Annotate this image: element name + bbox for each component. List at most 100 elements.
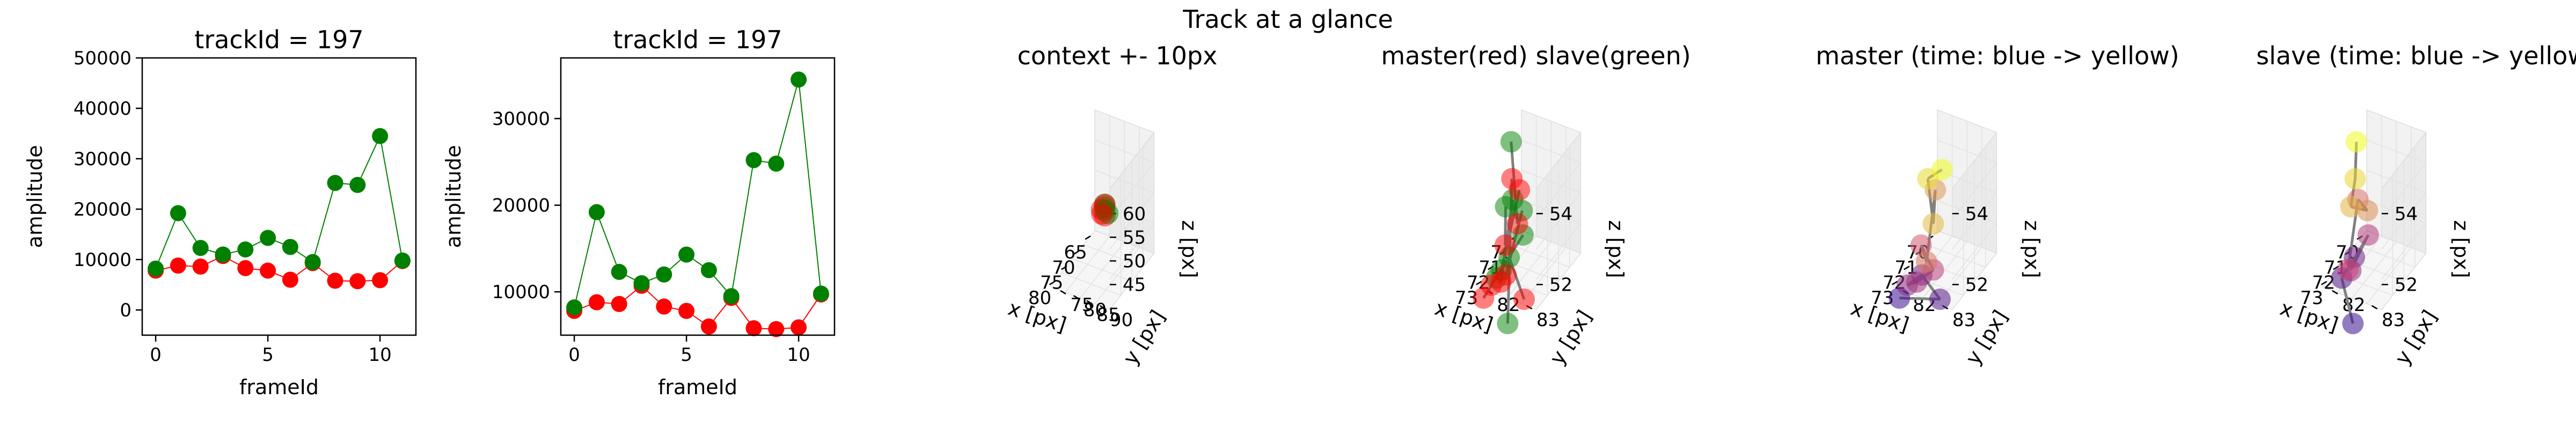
data-point xyxy=(170,205,186,221)
context-point xyxy=(1091,203,1113,225)
data-point xyxy=(282,239,298,255)
y-tick-label: 10000 xyxy=(492,282,550,303)
master-point xyxy=(1509,179,1531,201)
master-point xyxy=(1513,289,1535,310)
y-tick-mark xyxy=(1099,305,1106,310)
z-tick-label: 52 xyxy=(2395,275,2418,296)
y-axis-label: amplitude xyxy=(23,145,47,248)
z-tick-label: 55 xyxy=(1123,227,1146,248)
time-point xyxy=(2345,131,2367,153)
series-line xyxy=(574,79,822,308)
data-point xyxy=(768,321,785,337)
x-tick-mark xyxy=(1085,235,1091,240)
grid-line xyxy=(2352,121,2397,299)
time-point xyxy=(1910,234,1932,256)
y-tick-label: 30000 xyxy=(74,149,131,170)
chart-title: master (time: blue -> yellow) xyxy=(1816,41,2179,70)
y-tick-label: 85 xyxy=(1096,305,1119,326)
data-point xyxy=(768,156,785,172)
data-point xyxy=(611,264,627,280)
master-point xyxy=(1495,264,1517,286)
time-point xyxy=(2342,313,2364,335)
x-tick-mark xyxy=(1073,250,1079,255)
chart-title: trackId = 197 xyxy=(613,25,782,54)
z-axis-label: z [px] xyxy=(2449,220,2473,278)
grid-line xyxy=(1937,127,1982,304)
grid-line xyxy=(1094,139,1155,219)
y-tick-label: 50000 xyxy=(74,48,131,69)
data-point xyxy=(372,272,389,289)
z-tick-label: 54 xyxy=(2395,203,2418,225)
y-tick-mark xyxy=(2332,290,2338,295)
x-tick-label: 73 xyxy=(2300,287,2323,309)
data-point xyxy=(237,260,254,276)
z-tick-label: 50 xyxy=(1123,251,1146,272)
time-point xyxy=(1906,271,1928,293)
x-tick-label: 10 xyxy=(368,344,391,366)
time-point xyxy=(2357,199,2379,221)
data-point xyxy=(394,252,411,269)
data-point xyxy=(282,271,298,288)
data-point xyxy=(656,298,672,315)
time-point xyxy=(2344,168,2366,190)
chart-title: context +- 10px xyxy=(1018,41,1218,70)
grid-line xyxy=(1084,146,1144,268)
data-point xyxy=(327,175,343,191)
x-tick-mark xyxy=(1061,265,1067,270)
data-point xyxy=(372,128,389,144)
master-point xyxy=(1494,234,1516,256)
time-point xyxy=(1915,251,1937,273)
grid-line xyxy=(2344,160,2404,282)
z-tick-label: 54 xyxy=(1965,203,1988,225)
chart-2: trackId = 197 0 5 10 10000 20000 30000 frameId a… xyxy=(442,25,836,399)
y-tick-label: 40000 xyxy=(74,98,131,120)
grid-line xyxy=(1506,121,1552,299)
data-point xyxy=(745,152,762,168)
y-tick-mark xyxy=(1060,290,1066,295)
x-tick-label: 0 xyxy=(150,344,162,366)
data-point xyxy=(260,230,276,246)
time-point xyxy=(2357,224,2379,246)
data-point xyxy=(192,258,209,275)
grid-line xyxy=(1937,139,1997,219)
x-tick-label: 10 xyxy=(787,344,810,366)
data-point xyxy=(327,272,343,289)
grid-line xyxy=(1521,139,1582,219)
data-point xyxy=(656,266,672,283)
time-point xyxy=(2337,258,2359,280)
series-line xyxy=(574,285,822,330)
master-point xyxy=(1506,213,1528,235)
y-tick-label: 20000 xyxy=(74,199,131,220)
grid-line xyxy=(2366,139,2427,219)
x-tick-label: 5 xyxy=(680,344,692,366)
y-tick-mark xyxy=(2371,305,2378,310)
y-tick-label: 0 xyxy=(120,300,131,321)
y-tick-label: 83 xyxy=(1952,309,1975,331)
data-point xyxy=(148,260,164,277)
data-point xyxy=(700,318,717,335)
grid-line xyxy=(1510,146,1570,268)
z-axis-label: z [px] xyxy=(1604,220,1628,278)
z-axis-label: z [px] xyxy=(2020,220,2044,278)
z-axis-label: z [px] xyxy=(1177,220,1201,278)
time-point xyxy=(1931,159,1953,181)
x-tick-mark xyxy=(1475,280,1482,285)
data-point xyxy=(745,320,762,337)
data-point xyxy=(215,246,231,263)
grid-line xyxy=(1521,127,1567,304)
z-tick-label: 45 xyxy=(1123,275,1146,296)
chart-title: slave (time: blue -> yellow) xyxy=(2256,41,2576,70)
grid-line xyxy=(2355,146,2416,268)
chart-title: trackId = 197 xyxy=(194,25,363,54)
time-point xyxy=(1929,289,1951,310)
grid-line xyxy=(1080,121,1125,299)
grid-line xyxy=(1072,160,1132,282)
data-point xyxy=(588,294,605,310)
y-tick-label: 90 xyxy=(1110,309,1133,331)
z-tick-label: 52 xyxy=(1965,275,1988,296)
data-point xyxy=(611,295,627,312)
slave-point xyxy=(1497,313,1519,335)
x-axis-label: frameId xyxy=(658,375,737,399)
